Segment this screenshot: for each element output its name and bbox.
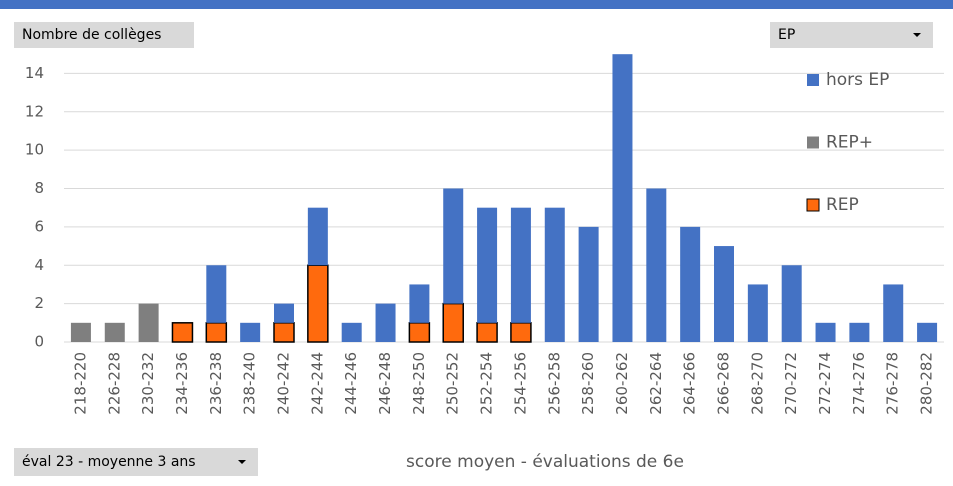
bar — [341, 322, 362, 342]
bar — [781, 265, 802, 342]
bar — [510, 322, 532, 343]
bar — [680, 226, 701, 342]
bar — [273, 322, 295, 343]
x-tick-label: 266-268 — [715, 352, 733, 415]
values-field-button[interactable] — [14, 22, 194, 48]
y-tick-label: 4 — [34, 256, 44, 274]
x-tick-label: 242-244 — [308, 352, 326, 415]
bar — [883, 284, 904, 342]
bar — [544, 207, 565, 342]
bar — [70, 322, 91, 342]
legend-field-label: EP — [778, 27, 795, 43]
values-field-label: Nombre de collèges — [22, 27, 161, 43]
x-tick-label: 250-252 — [444, 352, 462, 415]
bar — [205, 322, 228, 343]
bar — [442, 302, 464, 343]
bar — [849, 322, 870, 342]
legend-swatch — [807, 74, 819, 86]
bar — [646, 188, 667, 342]
dropdown-arrow — [238, 460, 246, 464]
bar — [714, 246, 734, 342]
bar — [307, 207, 328, 266]
bar — [476, 322, 498, 343]
x-tick-label: 260-262 — [613, 352, 631, 415]
x-tick-label: 226-228 — [105, 352, 123, 415]
bar — [917, 322, 938, 342]
bar — [409, 284, 430, 323]
legend-label: REP+ — [826, 133, 873, 153]
bar — [443, 188, 464, 304]
x-axis-title: score moyen - évaluations de 6e — [406, 452, 684, 472]
bar — [815, 322, 836, 342]
x-tick-label: 256-258 — [545, 352, 563, 415]
x-tick-label: 264-266 — [681, 352, 699, 415]
x-tick-label: 274-276 — [850, 352, 868, 415]
bar — [477, 207, 498, 323]
x-tick-label: 238-240 — [241, 352, 259, 415]
bar — [171, 322, 194, 343]
bar — [747, 284, 768, 342]
bar — [578, 226, 599, 342]
y-tick-label: 12 — [25, 102, 44, 120]
x-tick-label: 270-272 — [782, 352, 800, 415]
filter-field-button[interactable] — [14, 448, 258, 476]
bar — [612, 54, 633, 342]
legend-label: REP — [826, 195, 859, 215]
x-tick-label: 248-250 — [410, 352, 428, 415]
x-tick-label: 276-278 — [884, 352, 902, 415]
bar — [408, 322, 431, 343]
y-tick-label: 8 — [34, 179, 44, 197]
bar — [206, 265, 227, 323]
filter-field-label: éval 23 - moyenne 3 ans — [22, 454, 196, 470]
x-tick-label: 218-220 — [71, 352, 89, 415]
x-tick-label: 272-274 — [816, 352, 834, 415]
bar — [375, 303, 396, 342]
x-tick-label: 240-242 — [275, 352, 293, 415]
x-tick-label: 244-246 — [342, 352, 360, 415]
x-tick-label: 268-270 — [748, 352, 766, 415]
x-tick-label: 236-238 — [207, 352, 225, 415]
legend-label: hors EP — [826, 70, 889, 90]
y-tick-label: 0 — [34, 333, 44, 351]
legend-field-button[interactable] — [770, 22, 933, 48]
x-tick-label: 230-232 — [139, 352, 157, 415]
bar — [240, 322, 261, 342]
dropdown-arrow — [913, 33, 921, 37]
legend-swatch — [807, 136, 819, 149]
y-tick-label: 14 — [25, 64, 44, 82]
bar — [138, 303, 159, 342]
y-tick-label: 6 — [34, 217, 44, 235]
x-tick-label: 254-256 — [511, 352, 529, 415]
x-tick-label: 252-254 — [478, 352, 496, 415]
bar — [510, 207, 531, 323]
legend-swatch — [806, 198, 820, 212]
bar — [104, 322, 125, 342]
bar — [307, 264, 329, 343]
top-bar — [0, 0, 953, 9]
y-tick-label: 2 — [34, 294, 44, 312]
x-tick-label: 280-282 — [918, 352, 936, 415]
x-tick-label: 234-236 — [173, 352, 191, 415]
y-tick-label: 10 — [25, 141, 44, 159]
x-tick-label: 258-260 — [579, 352, 597, 415]
x-tick-label: 262-264 — [647, 352, 665, 415]
x-tick-label: 246-248 — [376, 352, 394, 415]
bar — [274, 303, 294, 323]
